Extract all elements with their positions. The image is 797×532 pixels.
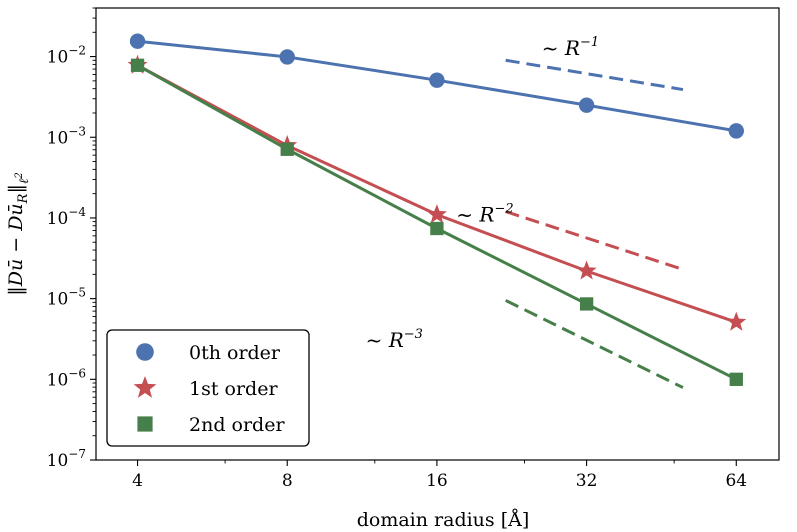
data-point — [429, 72, 445, 88]
legend-marker — [136, 343, 154, 361]
reference-label: ~ R−1 — [542, 35, 599, 60]
annotations: ~ R−1 ~ R−2 ~ R−3 — [366, 35, 600, 352]
x-tick-label: 64 — [725, 471, 747, 491]
data-point — [726, 311, 747, 331]
reference-label: ~ R−2 — [456, 202, 513, 227]
svg-text:‖Dū − DūR‖ℓ2: ‖Dū − DūR‖ℓ2 — [5, 172, 32, 296]
data-point — [729, 372, 743, 386]
series-markers — [127, 33, 747, 386]
data-point — [130, 58, 145, 72]
x-tick-label: 8 — [282, 471, 293, 491]
y-tick-label: 10−3 — [47, 124, 86, 148]
y-tick-label: 10−7 — [47, 447, 86, 471]
y-tick-label: 10−5 — [47, 286, 86, 310]
data-point — [426, 204, 447, 224]
y-tick-label: 10−2 — [47, 44, 86, 68]
reference-line — [505, 299, 684, 389]
x-axis-title: domain radius [Å] — [357, 509, 530, 531]
y-tick-label: 10−6 — [47, 366, 86, 390]
y-tick-label: 10−4 — [47, 205, 87, 229]
legend: 0th order 1st order 2nd order — [106, 329, 310, 447]
data-point — [576, 260, 597, 280]
legend-marker — [137, 416, 153, 432]
reference-line — [505, 58, 684, 92]
x-axis: 4 8 16 32 64 — [132, 460, 747, 491]
data-point — [728, 123, 744, 139]
data-point — [280, 142, 294, 156]
y-axis-title: ‖Dū − DūR‖ℓ2 — [5, 172, 32, 296]
legend-label: 2nd order — [189, 414, 285, 436]
legend-label: 0th order — [189, 342, 281, 364]
legend-label: 1st order — [189, 378, 278, 400]
data-point — [579, 297, 594, 311]
data-point — [430, 221, 444, 236]
x-tick-label: 16 — [426, 471, 448, 491]
data-point — [578, 97, 595, 113]
reference-label: ~ R−3 — [366, 327, 423, 352]
x-tick-label: 4 — [132, 471, 143, 491]
y-axis: 10−7 10−6 10−5 10−4 10−3 10−2 — [47, 7, 96, 471]
legend-marker — [133, 376, 157, 398]
data-point — [279, 49, 295, 65]
reference-line — [505, 210, 684, 271]
x-tick-label: 32 — [576, 471, 598, 491]
legend-box — [106, 329, 310, 447]
reference-lines — [505, 58, 684, 389]
data-point — [129, 33, 146, 49]
